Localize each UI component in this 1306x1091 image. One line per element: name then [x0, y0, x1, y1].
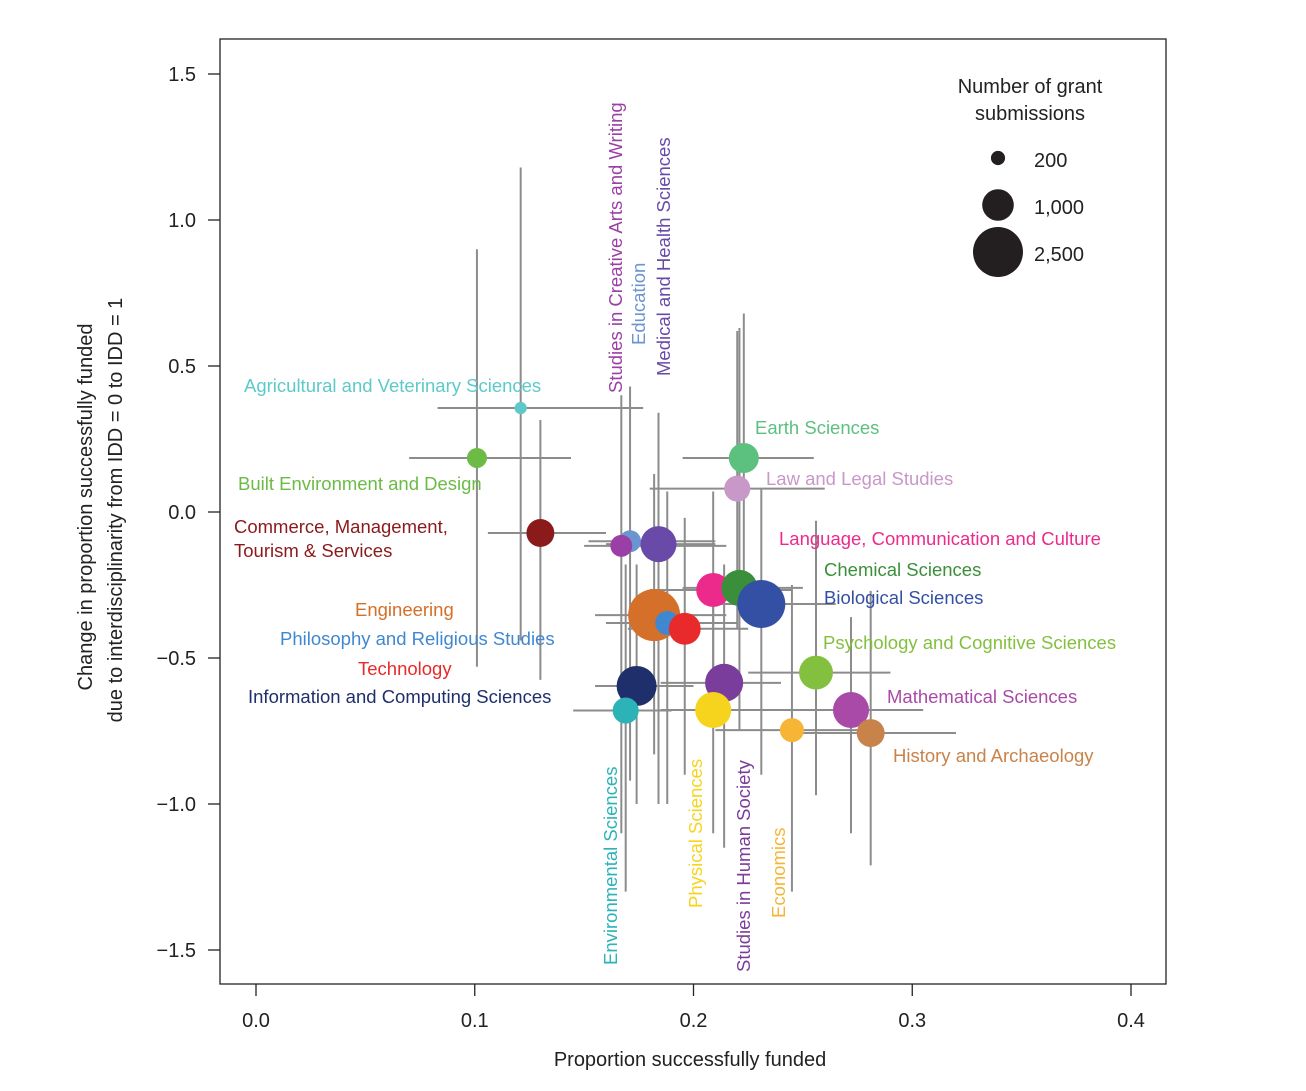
point-label: Language, Communication and Culture: [779, 528, 1101, 549]
legend-size-marker: [973, 227, 1023, 277]
data-point: [799, 655, 833, 690]
data-point: [640, 526, 677, 563]
point-label: Biological Sciences: [824, 587, 983, 608]
point-label: Physical Sciences: [685, 759, 706, 908]
data-point: [832, 691, 870, 729]
point-label: Philosophy and Religious Studies: [280, 628, 555, 649]
x-tick-label: 0.4: [1117, 1010, 1145, 1032]
y-axis-label-line1: Change in proportion successfully funded: [75, 324, 97, 691]
y-tick-label: −1.5: [157, 940, 196, 962]
data-point: [724, 475, 751, 502]
legend-size-label: 2,500: [1034, 244, 1084, 266]
x-tick-label: 0.2: [680, 1010, 708, 1032]
legend-size-marker: [990, 150, 1006, 166]
point-label: Environmental Sciences: [600, 767, 621, 965]
y-tick-label: 1.5: [168, 64, 196, 86]
data-points: [466, 401, 885, 748]
legend-title: Number of grant: [958, 76, 1103, 98]
data-point: [616, 666, 657, 707]
point-label: Commerce, Management, Tourism & Services: [234, 516, 448, 561]
y-tick-label: −0.5: [157, 648, 196, 670]
data-point: [779, 718, 804, 743]
point-label: Technology: [358, 658, 452, 679]
point-label-line: Commerce, Management,: [234, 516, 448, 537]
point-label: Education: [628, 263, 649, 345]
legend-title: submissions: [975, 103, 1085, 125]
point-label: Studies in Human Society: [733, 759, 754, 972]
data-point: [728, 442, 759, 473]
point-label: Medical and Health Sciences: [653, 137, 674, 376]
data-point: [612, 697, 639, 724]
y-tick-label: 0.0: [168, 502, 196, 524]
data-point: [856, 719, 885, 748]
point-label: Chemical Sciences: [824, 559, 981, 580]
x-axis: 0.0 0.1 0.2 0.3 0.4: [242, 984, 1145, 1032]
y-tick-label: 1.0: [168, 210, 196, 232]
legend-size-label: 200: [1034, 150, 1067, 172]
legend-size-marker: [982, 189, 1014, 221]
x-tick-label: 0.3: [898, 1010, 926, 1032]
point-label: Law and Legal Studies: [766, 468, 953, 489]
point-labels: Agricultural and Veterinary Sciences Buil…: [234, 102, 1116, 972]
data-point: [610, 534, 633, 557]
point-label: Engineering: [355, 599, 454, 620]
point-label: History and Archaeology: [893, 745, 1094, 766]
point-label: Mathematical Sciences: [887, 686, 1077, 707]
y-tick-label: 0.5: [168, 356, 196, 378]
data-point: [514, 401, 527, 415]
x-tick-label: 0.1: [461, 1010, 489, 1032]
y-axis: 1.5 1.0 0.5 0.0 −0.5 −1.0 −1.5: [157, 64, 220, 962]
size-legend: Number of grant submissions 200 1,000 2,500: [958, 76, 1103, 277]
x-tick-label: 0.0: [242, 1010, 270, 1032]
data-point: [668, 612, 701, 645]
y-tick-label: −1.0: [157, 794, 196, 816]
point-label: Built Environment and Design: [238, 473, 482, 494]
point-label: Studies in Creative Arts and Writing: [605, 102, 626, 393]
y-axis-label-line2: due to interdisciplinarity from IDD = 0 …: [105, 298, 127, 723]
point-label: Information and Computing Sciences: [248, 686, 551, 707]
x-axis-label: Proportion successfully funded: [554, 1049, 826, 1071]
point-label: Economics: [768, 828, 789, 918]
point-label: Psychology and Cognitive Sciences: [823, 632, 1116, 653]
point-label: Agricultural and Veterinary Sciences: [244, 375, 541, 396]
data-point: [695, 691, 732, 729]
legend-size-label: 1,000: [1034, 197, 1084, 219]
data-point: [696, 573, 731, 607]
data-point: [466, 447, 487, 468]
data-point: [526, 519, 555, 547]
data-point: [737, 580, 786, 628]
point-label: Earth Sciences: [755, 417, 879, 438]
point-label-line: Tourism & Services: [234, 540, 392, 561]
